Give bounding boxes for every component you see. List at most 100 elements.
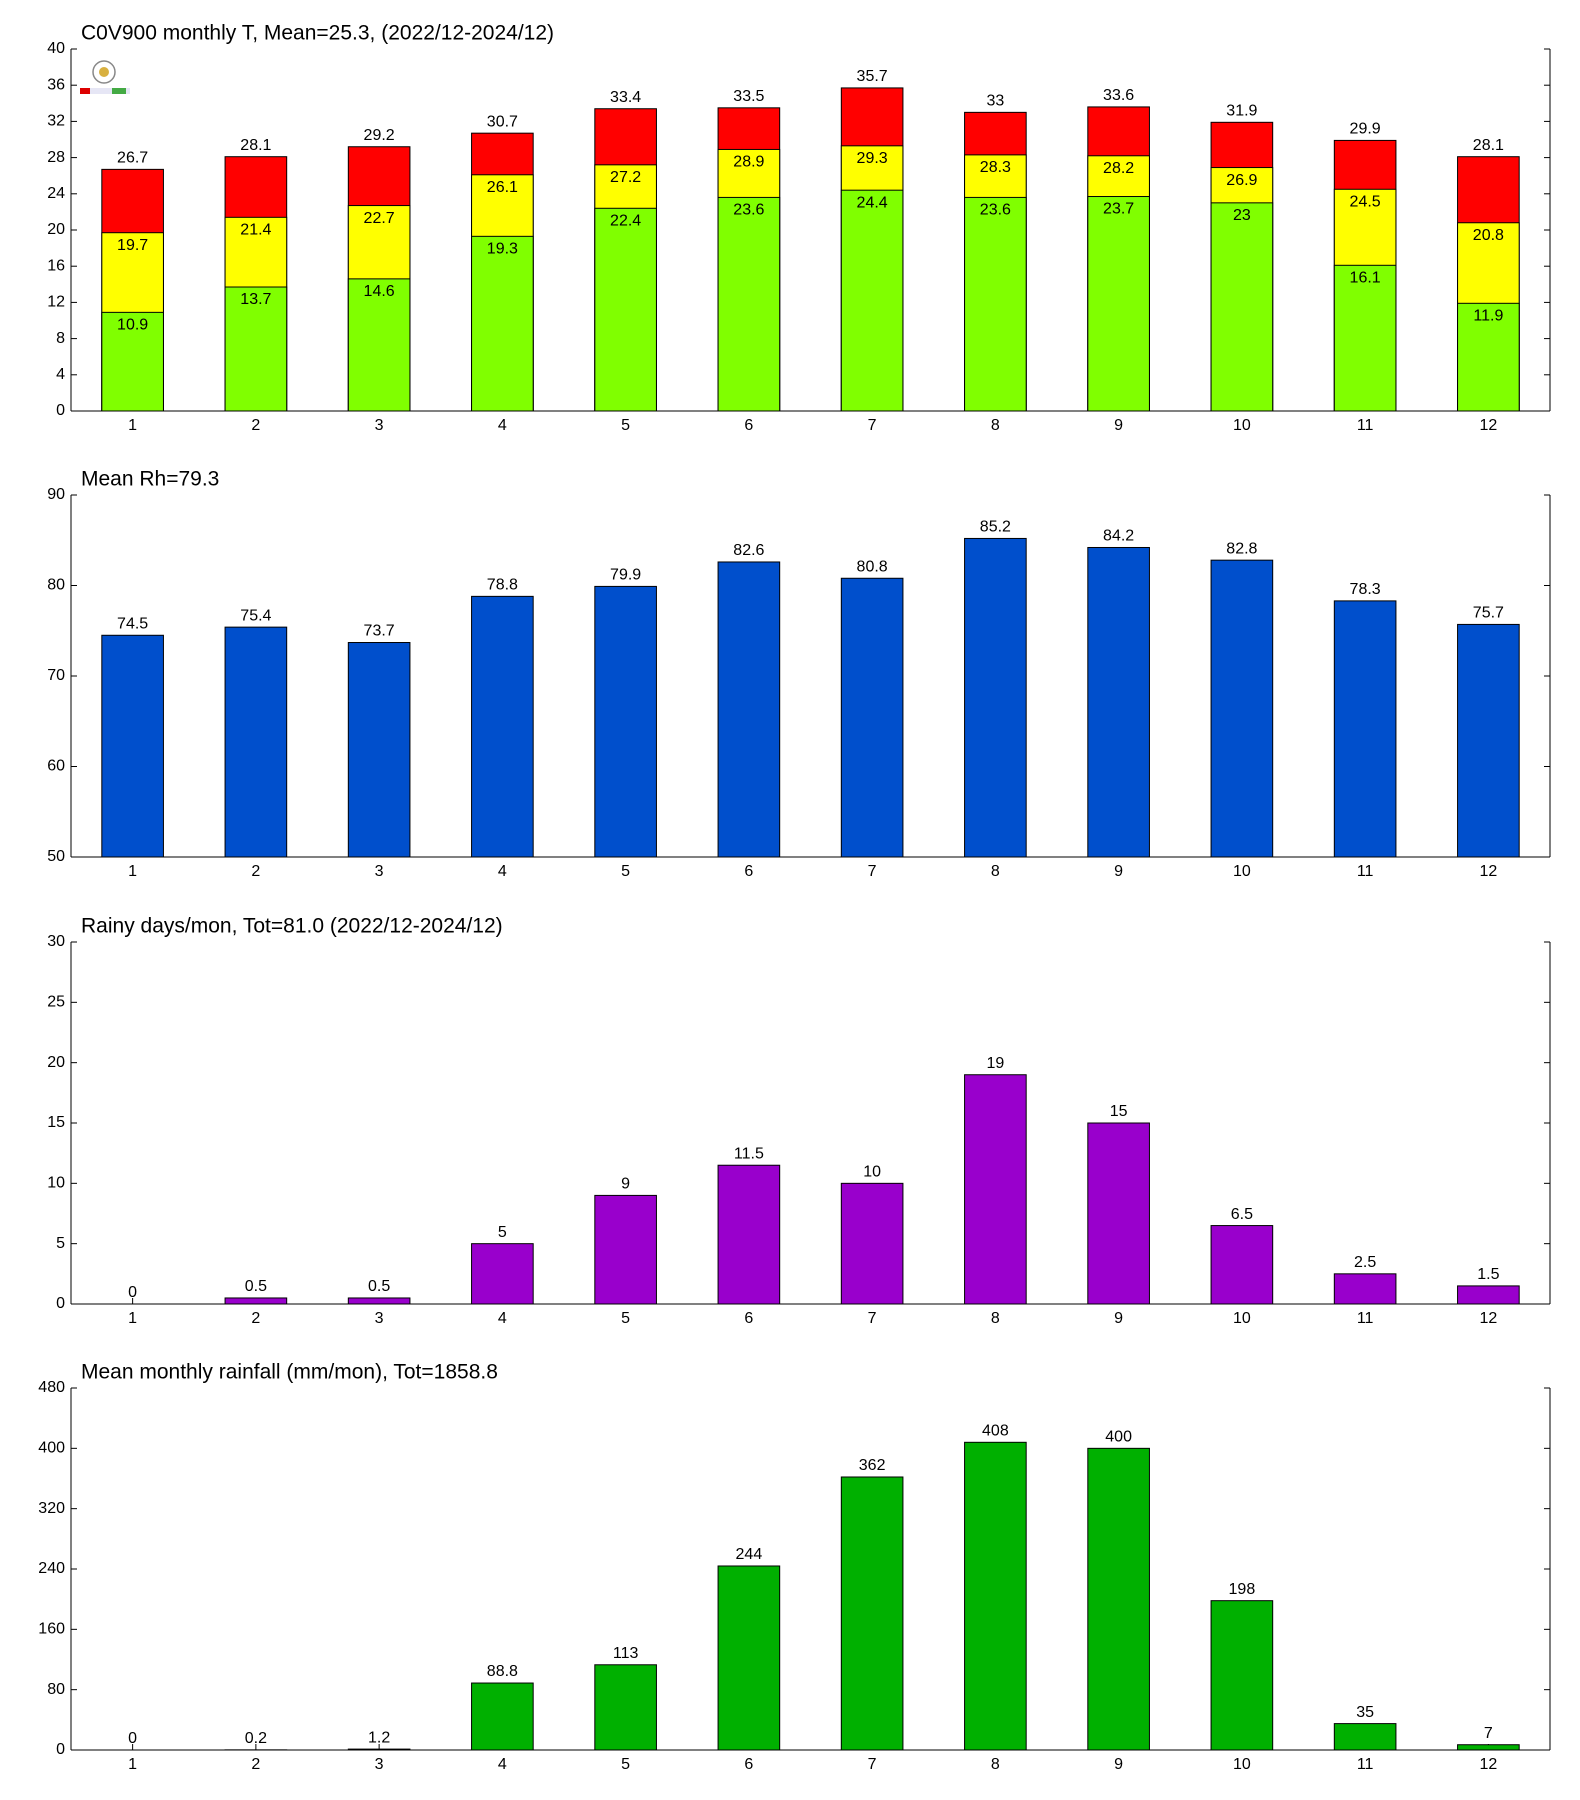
- bar: [717, 196, 781, 412]
- value-label: 2.5: [1354, 1254, 1376, 1271]
- y-tick-label: 36: [47, 76, 65, 93]
- value-label: 20.8: [1473, 227, 1504, 244]
- x-tick-label: 6: [744, 417, 753, 434]
- value-label: 27.2: [610, 169, 641, 186]
- bar: [1457, 623, 1520, 858]
- bar: [594, 1664, 657, 1751]
- value-label: 84.2: [1103, 528, 1134, 545]
- value-label: 6.5: [1231, 1206, 1253, 1223]
- value-label: 29.2: [364, 127, 395, 144]
- bar: [224, 626, 288, 858]
- x-tick-label: 2: [251, 417, 260, 434]
- x-tick-label: 10: [1233, 417, 1251, 434]
- value-label: 73.7: [364, 623, 395, 640]
- x-tick-label: 10: [1233, 863, 1251, 880]
- value-label: 0: [128, 1730, 137, 1747]
- bar: [1457, 1744, 1520, 1751]
- value-label: 85.2: [980, 519, 1011, 536]
- value-label: 82.8: [1226, 540, 1257, 557]
- x-tick-label: 11: [1357, 1756, 1374, 1773]
- bar: [471, 1243, 534, 1305]
- x-tick-label: 10: [1233, 1310, 1251, 1327]
- bar: [347, 642, 411, 858]
- x-tick-label: 7: [868, 863, 877, 880]
- bar: [594, 1194, 657, 1305]
- value-label: 75.4: [240, 607, 271, 624]
- value-label: 408: [982, 1423, 1009, 1440]
- value-label: 9: [621, 1176, 630, 1193]
- bar: [347, 1297, 411, 1305]
- bar: [1087, 546, 1150, 858]
- y-tick-label: 160: [38, 1621, 65, 1638]
- bar: [964, 196, 1027, 412]
- value-label: 1.5: [1477, 1266, 1499, 1283]
- x-tick-label: 8: [991, 1310, 1000, 1327]
- y-tick-label: 25: [47, 994, 65, 1011]
- bar: [717, 1164, 781, 1305]
- value-label: 26.1: [487, 179, 518, 196]
- y-tick-label: 32: [47, 113, 65, 130]
- y-tick-label: 0: [56, 1741, 65, 1758]
- value-label: 0.2: [245, 1730, 267, 1747]
- bar: [594, 585, 657, 858]
- x-tick-label: 1: [128, 1310, 137, 1327]
- x-tick-label: 12: [1479, 863, 1497, 880]
- x-tick-label: 11: [1357, 863, 1374, 880]
- y-tick-label: 24: [47, 185, 65, 202]
- bar: [964, 537, 1027, 858]
- x-tick-label: 11: [1357, 1310, 1374, 1327]
- y-tick-label: 8: [56, 330, 65, 347]
- value-label: 33.4: [610, 89, 641, 106]
- x-tick-label: 5: [621, 1756, 630, 1773]
- x-tick-label: 5: [621, 863, 630, 880]
- x-tick-label: 8: [991, 1756, 1000, 1773]
- value-label: 26.9: [1226, 172, 1257, 189]
- value-label: 35.7: [857, 68, 888, 85]
- value-label: 10: [863, 1164, 881, 1181]
- bar: [840, 1182, 904, 1305]
- value-label: 5: [498, 1224, 507, 1241]
- x-tick-label: 3: [375, 1756, 384, 1773]
- x-tick-label: 9: [1114, 863, 1123, 880]
- x-tick-label: 9: [1114, 1310, 1123, 1327]
- value-label: 26.7: [117, 150, 148, 167]
- value-label: 22.7: [364, 210, 395, 227]
- value-label: 11.9: [1473, 308, 1503, 325]
- value-label: 15: [1110, 1103, 1128, 1120]
- x-tick-label: 8: [991, 417, 1000, 434]
- y-tick-label: 30: [47, 933, 65, 950]
- bar: [717, 561, 781, 858]
- value-label: 35: [1356, 1704, 1374, 1721]
- bar: [964, 1074, 1027, 1305]
- value-label: 33: [986, 93, 1004, 110]
- y-tick-label: 10: [47, 1175, 65, 1192]
- bar: [1333, 1273, 1397, 1305]
- value-label: 33.5: [733, 88, 764, 105]
- y-tick-label: 90: [47, 486, 65, 503]
- value-label: 31.9: [1226, 103, 1257, 120]
- value-label: 19: [986, 1055, 1004, 1072]
- bar: [101, 634, 164, 858]
- value-label: 23.6: [733, 202, 764, 219]
- x-tick-label: 12: [1479, 417, 1497, 434]
- chart-title: C0V900 monthly T, Mean=25.3, (2022/12-20…: [81, 22, 554, 45]
- value-label: 28.9: [733, 154, 764, 171]
- value-label: 30.7: [487, 113, 518, 130]
- value-label: 24.5: [1350, 193, 1381, 210]
- bar: [840, 577, 904, 858]
- value-label: 21.4: [240, 222, 271, 239]
- value-label: 29.3: [857, 150, 888, 167]
- value-label: 19.3: [487, 241, 518, 258]
- y-tick-label: 480: [38, 1379, 65, 1396]
- bar: [347, 278, 411, 412]
- x-tick-label: 2: [251, 1310, 260, 1327]
- value-label: 74.5: [117, 615, 148, 632]
- value-label: 16.1: [1350, 270, 1381, 287]
- y-tick-label: 20: [47, 221, 65, 238]
- value-label: 23: [1233, 207, 1251, 224]
- x-tick-label: 12: [1479, 1756, 1497, 1773]
- value-label: 198: [1229, 1581, 1256, 1598]
- x-tick-label: 6: [744, 1756, 753, 1773]
- y-tick-label: 70: [47, 667, 65, 684]
- bar: [1210, 1225, 1274, 1305]
